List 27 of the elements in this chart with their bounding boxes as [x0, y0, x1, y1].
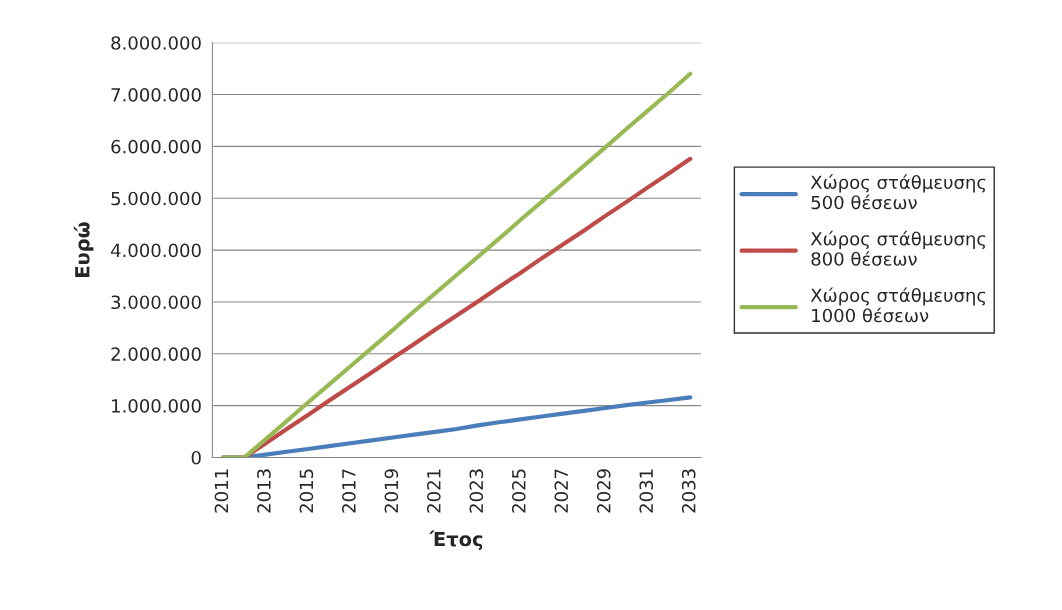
x-axis-title: Έτος: [429, 530, 483, 551]
legend-label: Χώρος στάθμευσης 500 θέσεων: [810, 174, 986, 210]
y-tick-label: 4.000.000: [110, 243, 201, 258]
y-tick-label: 8.000.000: [111, 36, 201, 50]
x-tick-label: 2025: [511, 469, 526, 513]
x-tick-label: 2021: [427, 469, 441, 513]
x-tick-label: 2011: [214, 469, 229, 513]
x-tick-label: 2023: [469, 469, 484, 513]
legend-label: Χώρος στάθμευσης 800 θέσεων: [810, 230, 986, 266]
x-tick-label: 2017: [342, 469, 356, 513]
y-tick-label: 1.000.000: [112, 399, 201, 413]
x-tick-label: 2019: [384, 469, 399, 513]
y-tick-label: 3.000.000: [111, 295, 201, 310]
y-tick-label: 0: [191, 450, 201, 465]
x-tick-label: 2029: [596, 469, 611, 513]
y-tick-label: 5.000.000: [111, 191, 201, 206]
y-tick-label: 6.000.000: [111, 139, 201, 154]
line-series: [220, 71, 693, 458]
legend-label: Χώρος στάθμευσης 1000 θέσεων: [810, 287, 986, 323]
x-tick-label: 2027: [554, 469, 569, 513]
x-tick-label: 2013: [257, 469, 271, 513]
x-tick-label: 2031: [639, 469, 654, 513]
x-tick-label: 2033: [681, 469, 696, 513]
y-tick-label: 7.000.000: [111, 88, 201, 102]
x-tick-label: 2015: [299, 469, 314, 513]
y-tick-label: 2.000.000: [111, 347, 201, 361]
y-axis-title: Ευρώ: [73, 222, 94, 277]
